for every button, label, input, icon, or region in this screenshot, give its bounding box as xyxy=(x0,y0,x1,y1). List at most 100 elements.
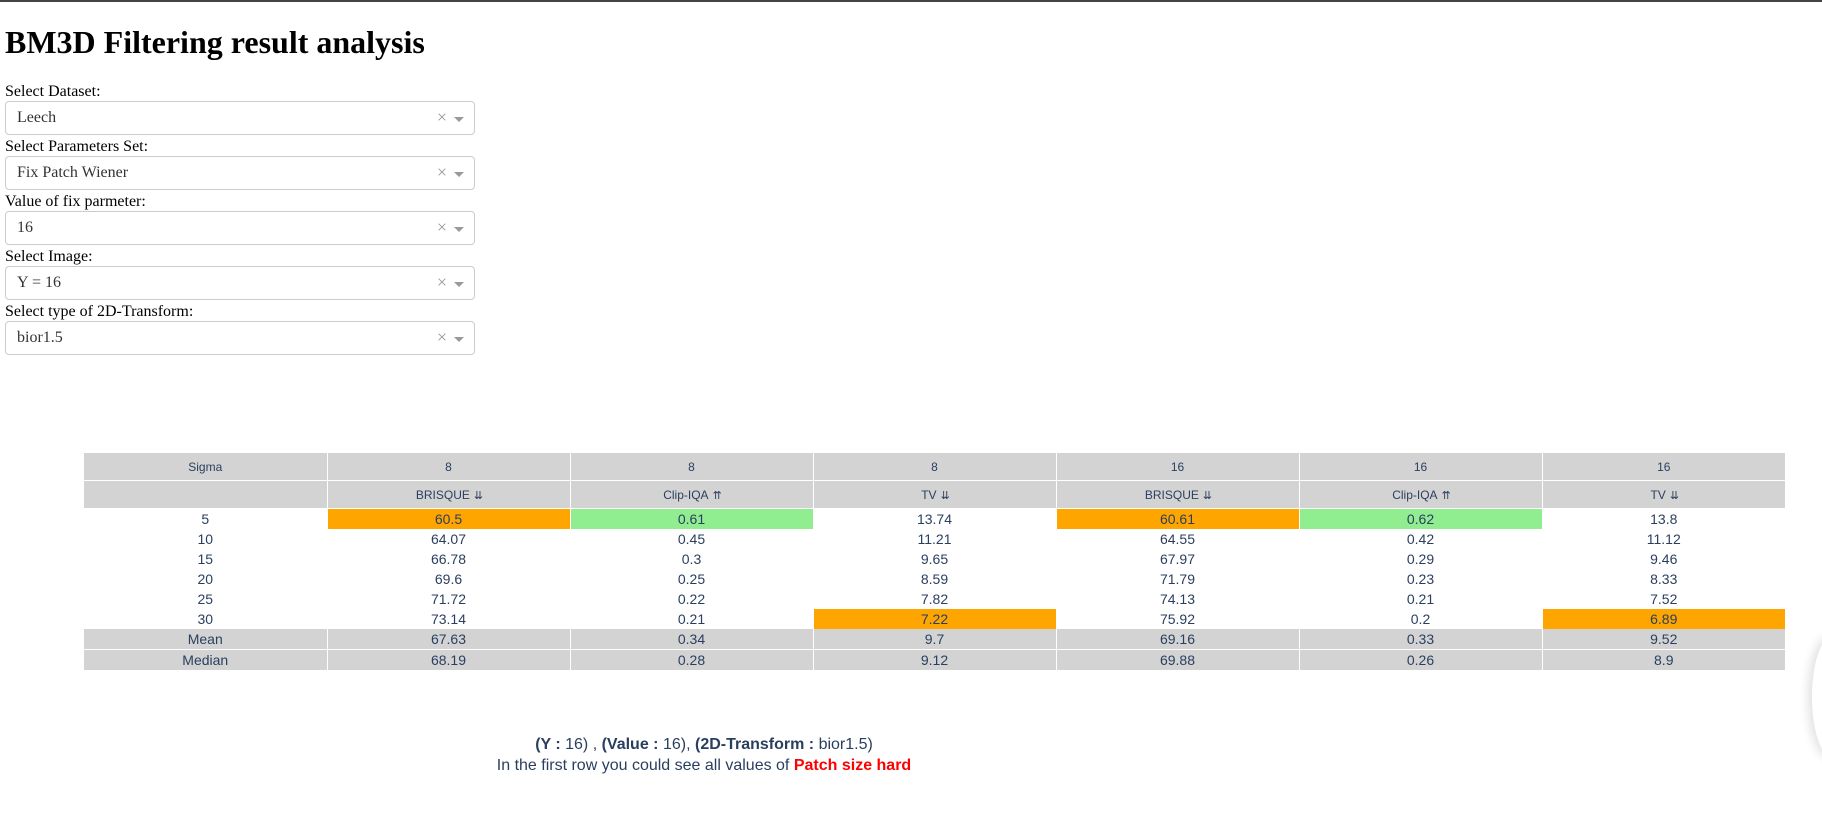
image-label: Select Image: xyxy=(5,248,93,265)
chevron-down-icon[interactable] xyxy=(454,172,464,177)
table-cell: 9.46 xyxy=(1541,549,1785,569)
header-cell: 16 xyxy=(1298,453,1542,481)
transform-value: bior1.5 xyxy=(17,329,63,346)
table-cell: 71.72 xyxy=(326,589,570,609)
header-cell: Sigma xyxy=(84,453,327,481)
table-cell: 60.5 xyxy=(326,508,570,529)
parameters-set-value: Fix Patch Wiener xyxy=(17,164,129,181)
clear-icon[interactable]: × xyxy=(436,162,447,182)
chevron-down-icon[interactable] xyxy=(454,337,464,342)
table-cell: 0.23 xyxy=(1298,569,1542,589)
header-cell: 16 xyxy=(1541,453,1785,481)
table-cell: 69.6 xyxy=(326,569,570,589)
header-cell: Clip-IQA ⇈ xyxy=(1298,480,1542,509)
metric-label: Clip-IQA xyxy=(663,487,709,502)
summary-y-close: ) , xyxy=(582,736,598,753)
table-cell: Mean xyxy=(84,629,327,650)
table-cell: 0.28 xyxy=(569,649,813,671)
table-cell: 0.22 xyxy=(569,589,813,609)
page-title: BM3D Filtering result analysis xyxy=(5,24,425,60)
table-cell: 66.78 xyxy=(326,549,570,569)
summary-y-value: 16 xyxy=(565,736,583,753)
header-cell: 16 xyxy=(1055,453,1299,481)
table-row: 5 60.5 0.61 13.74 60.61 0.62 13.8 xyxy=(84,508,1785,529)
table-cell: 8.33 xyxy=(1541,569,1785,589)
header-cell: BRISQUE ⇊ xyxy=(326,480,570,509)
table-cell: 15 xyxy=(197,551,214,567)
transform-control: Select type of 2D-Transform: bior1.5 × xyxy=(5,302,475,355)
sort-desc-icon[interactable]: ⇊ xyxy=(473,489,483,502)
dataset-value: Leech xyxy=(17,109,57,126)
table-cell: 68.19 xyxy=(326,649,570,671)
header-cell: BRISQUE ⇊ xyxy=(1055,480,1299,509)
table-cell: 7.52 xyxy=(1541,589,1785,609)
table-cell: 25 xyxy=(197,591,214,607)
dataset-dropdown[interactable]: Leech × xyxy=(5,101,475,135)
table-cell: 69.16 xyxy=(1055,629,1299,650)
summary-hint-highlight: Patch size hard xyxy=(793,757,912,774)
table-cell: 5 xyxy=(201,511,210,527)
table-cell: 75.92 xyxy=(1055,609,1299,629)
median-row: Median 68.19 0.28 9.12 69.88 0.26 8.9 xyxy=(84,649,1785,671)
header-row-patch-size: Sigma 8 8 8 16 16 16 xyxy=(84,453,1785,481)
clear-icon[interactable]: × xyxy=(436,272,447,292)
header-cell: 8 xyxy=(326,453,570,481)
mean-row: Mean 67.63 0.34 9.7 69.16 0.33 9.52 xyxy=(84,629,1785,650)
clear-icon[interactable]: × xyxy=(436,107,447,127)
header-cell: Clip-IQA ⇈ xyxy=(569,480,813,509)
summary-transform-label: (2D-Transform : xyxy=(694,736,815,753)
table-cell: 8.59 xyxy=(812,569,1056,589)
table-cell: 9.12 xyxy=(812,649,1056,671)
summary-transform-value: bior1.5 xyxy=(818,736,868,753)
table-cell: 9.52 xyxy=(1541,629,1785,650)
metric-label: BRISQUE xyxy=(415,487,470,502)
parameters-set-label: Select Parameters Set: xyxy=(5,138,149,155)
sort-desc-icon[interactable]: ⇊ xyxy=(1669,489,1679,502)
summary-transform-close: ) xyxy=(867,736,873,753)
table-cell: 67.97 xyxy=(1055,549,1299,569)
table-cell: 67.63 xyxy=(326,629,570,650)
clear-icon[interactable]: × xyxy=(436,327,447,347)
metric-label: Clip-IQA xyxy=(1392,487,1438,502)
edge-shadow xyxy=(1812,637,1822,757)
table-cell: 9.7 xyxy=(812,629,1056,650)
clear-icon[interactable]: × xyxy=(436,217,447,237)
fix-parameter-dropdown[interactable]: 16 × xyxy=(5,211,475,245)
chevron-down-icon[interactable] xyxy=(454,282,464,287)
table-cell: 0.45 xyxy=(569,529,813,549)
table-cell: 0.42 xyxy=(1298,529,1542,549)
table-cell: 13.74 xyxy=(812,508,1056,529)
table-cell: 74.13 xyxy=(1055,589,1299,609)
chevron-down-icon[interactable] xyxy=(454,227,464,232)
table-cell: 0.21 xyxy=(1298,589,1542,609)
chevron-down-icon[interactable] xyxy=(454,117,464,122)
dataset-label: Select Dataset: xyxy=(5,83,101,100)
table-cell: 0.26 xyxy=(1298,649,1542,671)
header-row-metrics: BRISQUE ⇊ Clip-IQA ⇈ TV ⇊ BRISQUE ⇊ Clip-IQA… xyxy=(84,480,1785,509)
fix-parameter-value: 16 xyxy=(17,219,33,236)
parameters-set-dropdown[interactable]: Fix Patch Wiener × xyxy=(5,156,475,190)
summary-value-close: ), xyxy=(680,736,691,753)
image-control: Select Image: Y = 16 × xyxy=(5,247,475,300)
parameters-set-control: Select Parameters Set: Fix Patch Wiener … xyxy=(5,137,475,190)
selection-summary: (Y : 16) , (Value : 16), (2D-Transform :… xyxy=(0,734,1408,776)
table-cell: 13.8 xyxy=(1541,508,1785,529)
sort-desc-icon[interactable]: ⇊ xyxy=(940,489,950,502)
table-cell: 60.61 xyxy=(1055,508,1299,529)
table-cell: 8.9 xyxy=(1541,649,1785,671)
transform-dropdown[interactable]: bior1.5 × xyxy=(5,321,475,355)
image-dropdown[interactable]: Y = 16 × xyxy=(5,266,475,300)
table-cell: 0.3 xyxy=(569,549,813,569)
header-cell: 8 xyxy=(812,453,1056,481)
table-cell: 6.89 xyxy=(1541,609,1785,629)
table-cell: 20 xyxy=(197,571,214,587)
table-row: 20 69.6 0.25 8.59 71.79 0.23 8.33 xyxy=(84,569,1785,589)
fix-parameter-label: Value of fix parmeter: xyxy=(5,193,146,210)
sort-desc-icon[interactable]: ⇊ xyxy=(1202,489,1212,502)
table-cell: 64.07 xyxy=(326,529,570,549)
sort-asc-icon[interactable]: ⇈ xyxy=(712,489,722,502)
table-cell: 7.22 xyxy=(812,609,1056,629)
sort-asc-icon[interactable]: ⇈ xyxy=(1441,489,1451,502)
metric-label: TV xyxy=(921,487,937,502)
table-cell: 0.34 xyxy=(569,629,813,650)
